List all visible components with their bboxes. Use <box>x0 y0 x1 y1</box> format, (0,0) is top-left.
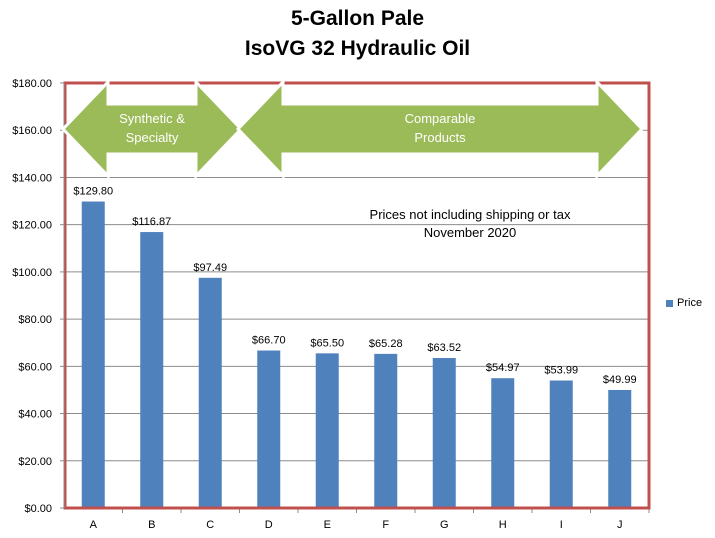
data-label-A: $129.80 <box>73 186 113 198</box>
bar-E <box>315 353 339 508</box>
comparable-products-arrow-label-line-2: Products <box>414 130 466 145</box>
plot-frame <box>63 81 651 510</box>
bar-B <box>140 232 164 508</box>
bar-H <box>491 378 515 508</box>
synthetic-specialty-arrow <box>60 78 244 180</box>
x-tick-label-A: A <box>90 519 98 531</box>
y-tick-label: $20.00 <box>18 456 52 468</box>
y-tick-label: $140.00 <box>12 172 52 184</box>
y-tick-label: $60.00 <box>18 361 52 373</box>
data-label-H: $54.97 <box>486 362 520 374</box>
bar-A <box>81 201 105 508</box>
note-line-1: Prices not including shipping or tax <box>369 207 571 222</box>
x-tick-label-I: I <box>560 519 563 531</box>
note-line-2: November 2020 <box>423 225 517 240</box>
x-tick-label-J: J <box>617 519 623 531</box>
y-tick-label: $120.00 <box>12 220 52 232</box>
y-tick-label: $160.00 <box>12 125 52 137</box>
x-tick-label-C: C <box>206 519 214 531</box>
x-tick-label-E: E <box>324 519 331 531</box>
y-tick-label: $180.00 <box>12 78 52 90</box>
y-tick-label: $40.00 <box>18 409 52 421</box>
data-label-I: $53.99 <box>544 365 578 377</box>
legend-label: Price <box>677 297 703 309</box>
data-label-C: $97.49 <box>193 262 227 274</box>
synthetic-specialty-arrow-label-line-1: Synthetic & <box>119 111 185 126</box>
data-label-E: $65.50 <box>310 337 344 349</box>
x-tick-label-F: F <box>382 519 389 531</box>
data-label-D: $66.70 <box>252 335 286 347</box>
x-tick-label-B: B <box>148 519 155 531</box>
bar-F <box>374 353 398 508</box>
comparable-products-arrow <box>235 78 645 180</box>
bar-G <box>432 358 456 508</box>
chart-title-line-1: 5-Gallon Pale <box>290 7 425 30</box>
x-tick-label-H: H <box>499 519 507 531</box>
bar-J <box>608 389 632 508</box>
y-tick-label: $0.00 <box>24 503 52 515</box>
chart-title-line-2: IsoVG 32 Hydraulic Oil <box>244 37 471 60</box>
data-label-G: $63.52 <box>427 342 461 354</box>
data-label-F: $65.28 <box>369 338 403 350</box>
y-tick-label: $80.00 <box>18 314 52 326</box>
data-label-B: $116.87 <box>132 216 171 228</box>
legend-swatch <box>666 299 673 307</box>
comparable-products-arrow-label-line-1: Comparable <box>405 111 476 126</box>
bar-D <box>257 350 281 508</box>
synthetic-specialty-arrow-label-line-2: Specialty <box>126 130 179 145</box>
x-tick-label-G: G <box>440 519 449 531</box>
x-tick-label-D: D <box>265 519 273 531</box>
bar-C <box>198 277 222 508</box>
y-tick-label: $100.00 <box>12 267 52 279</box>
bar-I <box>549 380 573 508</box>
legend: Price <box>666 297 702 309</box>
data-label-J: $49.99 <box>603 374 637 386</box>
